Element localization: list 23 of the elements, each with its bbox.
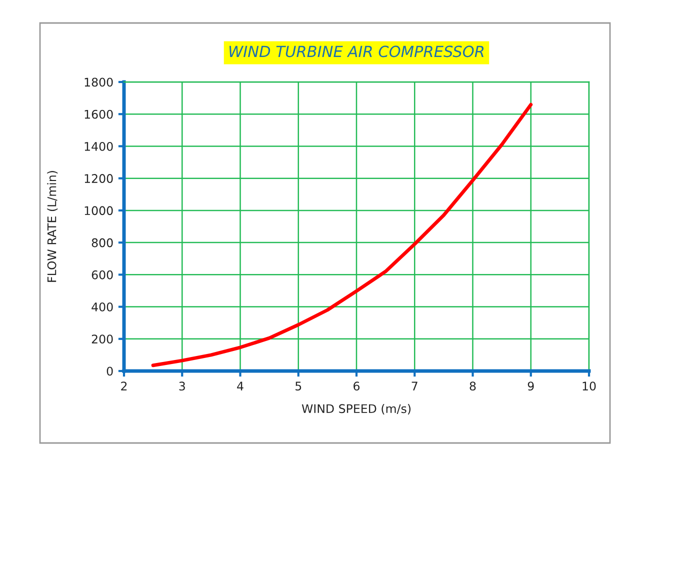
y-tick-label: 600 [92, 270, 113, 280]
y-tick-label: 400 [92, 302, 113, 312]
y-tick-label: 1600 [84, 110, 113, 119]
chart-title: WIND TURBINE AIR COMPRESSOR [229, 46, 484, 58]
y-tick-label: 800 [92, 238, 113, 248]
x-tick-label: 5 [296, 382, 302, 391]
x-tick-label: 9 [528, 382, 534, 391]
x-tick-label: 2 [121, 382, 127, 390]
y-axis-title: FLOW RATE (L/min) [47, 171, 58, 282]
x-tick-label: 6 [354, 382, 360, 391]
x-axis-title: WIND SPEED (m/s) [302, 404, 411, 414]
x-tick-label: 8 [470, 382, 476, 391]
y-tick-label: 0 [106, 366, 113, 376]
y-tick-label: 1200 [84, 174, 113, 183]
line-series [151, 102, 533, 368]
y-tick-label: 1400 [84, 142, 113, 151]
x-tick-label: 10 [582, 382, 596, 391]
y-tick-label: 1000 [84, 206, 113, 216]
x-tick-label: 7 [412, 382, 418, 390]
x-tick-label: 3 [179, 382, 185, 391]
x-tick-label: 4 [237, 382, 244, 390]
y-tick-label: 1800 [84, 78, 113, 87]
y-tick-label: 200 [92, 334, 113, 344]
